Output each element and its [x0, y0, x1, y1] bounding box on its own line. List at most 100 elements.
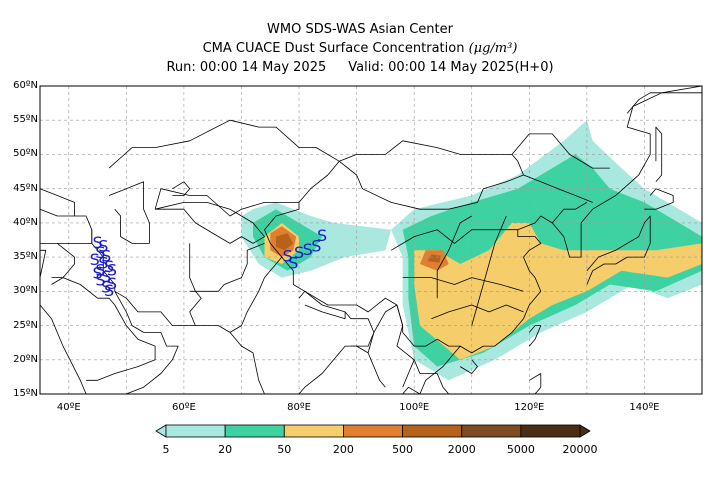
china-internal-1 [390, 229, 518, 251]
map-title: WMO SDS-WAS Asian Center CMA CUACE Dust … [0, 20, 720, 77]
korea-border [551, 202, 588, 224]
colorbar [155, 424, 591, 438]
dust-station-marker: S [107, 260, 117, 279]
title-product-name: CMA CUACE Dust Surface Concentration [202, 41, 465, 56]
russia-kazakh-border [108, 119, 340, 169]
central-asia-borders [155, 201, 265, 244]
dust-station-marker: S [101, 277, 111, 296]
pak-india-border [229, 256, 283, 333]
india-coast [229, 332, 265, 395]
dust-station-marker: S [104, 281, 114, 300]
colorbar-segment [402, 424, 463, 438]
mongolia-russia-border [339, 133, 610, 169]
run-time: Run: 00:00 14 May 2025 [166, 60, 327, 75]
mongolia-china-border [339, 154, 524, 210]
title-unit: (μg/m³) [468, 41, 518, 56]
dust-station-marker: S [317, 226, 327, 245]
colorbar-arrow-high [579, 424, 591, 438]
iran-coast [114, 290, 231, 333]
gulf-coast [114, 291, 179, 395]
dust-station-marker: S [92, 233, 102, 252]
dust-station-marker: S [303, 240, 313, 259]
colorbar-segment [224, 424, 285, 438]
india-east-border [344, 311, 375, 347]
indochina-coast [402, 85, 703, 395]
colorbar-segment [283, 424, 344, 438]
bay-of-bengal-coast [298, 345, 386, 395]
dust-station-marker: S [98, 236, 108, 255]
lat-tick-label: 20ºN [13, 353, 38, 365]
colorbar-tick-label: 5 [162, 443, 170, 456]
china-internal-4 [436, 215, 472, 299]
colorbar-segment [461, 424, 522, 438]
colorbar-segment [520, 424, 581, 438]
china-internal-5 [471, 215, 507, 326]
colorbar-tick-label: 20 [218, 443, 233, 456]
plume-500-qaidam [427, 254, 441, 263]
lat-tick-label: 40ºN [13, 216, 38, 228]
china-internal-2 [402, 277, 524, 292]
kazakh-south-border [154, 188, 299, 217]
hainan [459, 359, 478, 374]
arctic-coast [626, 92, 702, 114]
lon-tick-label: 140ºE [629, 402, 660, 413]
afghan-pak-border [189, 243, 265, 292]
lat-tick-label: 15ºN [13, 388, 38, 399]
syria-iraq-border [51, 243, 75, 279]
title-center-name: WMO SDS-WAS Asian Center [267, 22, 453, 37]
dust-station-marker: S [101, 267, 111, 286]
colorbar-segment [343, 424, 403, 438]
aral-sea [172, 181, 191, 196]
arabia-coast [39, 291, 87, 395]
myanmar-border [367, 304, 415, 388]
valid-time: Valid: 00:00 14 May 2025(H+0) [348, 60, 554, 75]
dust-station-marker: S [95, 271, 105, 290]
lon-tick-label: 100ºE [399, 402, 430, 413]
colorbar-tick-label: 20000 [562, 443, 598, 456]
colorbar-tick-label: 500 [392, 443, 414, 456]
china-northeast [523, 174, 593, 203]
philippines [529, 373, 542, 395]
turkey-border [40, 215, 93, 244]
sakhalin [655, 126, 663, 183]
caspian-sea [108, 181, 150, 244]
colorbar-tick-label: 200 [332, 443, 354, 456]
japan-honshu [586, 215, 651, 285]
dust-station-marker: S [95, 243, 105, 262]
dust-station-marker: S [92, 264, 102, 283]
china-west-border [264, 161, 461, 347]
saudi-borders [51, 277, 156, 381]
map-frame [39, 85, 703, 395]
lat-tick-label: 45ºN [13, 182, 38, 194]
lat-tick-label: 25ºN [13, 319, 38, 331]
dust-station-marker: S [98, 253, 108, 272]
japan-hokkaido [644, 188, 674, 210]
lon-tick-label: 40ºE [56, 402, 81, 413]
dust-station-marker: S [311, 236, 321, 255]
lon-tick-label: 80ºE [287, 402, 311, 413]
black-sea [39, 188, 75, 217]
iran-afghan-border [189, 243, 202, 326]
colorbar-segment [165, 424, 226, 438]
lon-tick-label: 60ºE [172, 402, 196, 413]
lat-tick-label: 30ºN [13, 285, 38, 297]
plume-500-tarim [276, 233, 294, 251]
taiwan [528, 325, 542, 347]
title-times: Run: 00:00 14 May 2025 Valid: 00:00 14 Ma… [0, 58, 720, 77]
dust-station-marker: S [282, 247, 292, 266]
thai-lao-border [413, 359, 450, 395]
mediterranean-edge [39, 249, 47, 278]
dust-station-marker: S [288, 253, 298, 272]
colorbar-tick-label: 2000 [447, 443, 476, 456]
colorbar-arrow-low [155, 424, 167, 438]
country-borders [39, 85, 703, 395]
lat-tick-label: 50ºN [13, 148, 38, 160]
lat-tick-label: 55ºN [13, 114, 38, 126]
lon-tick-label: 120ºE [514, 402, 545, 413]
title-product: CMA CUACE Dust Surface Concentration (μg… [0, 39, 720, 58]
lat-tick-label: 35ºN [13, 251, 38, 263]
lat-tick-label: 60ºN [13, 80, 38, 91]
dust-station-marker: S [95, 260, 105, 279]
